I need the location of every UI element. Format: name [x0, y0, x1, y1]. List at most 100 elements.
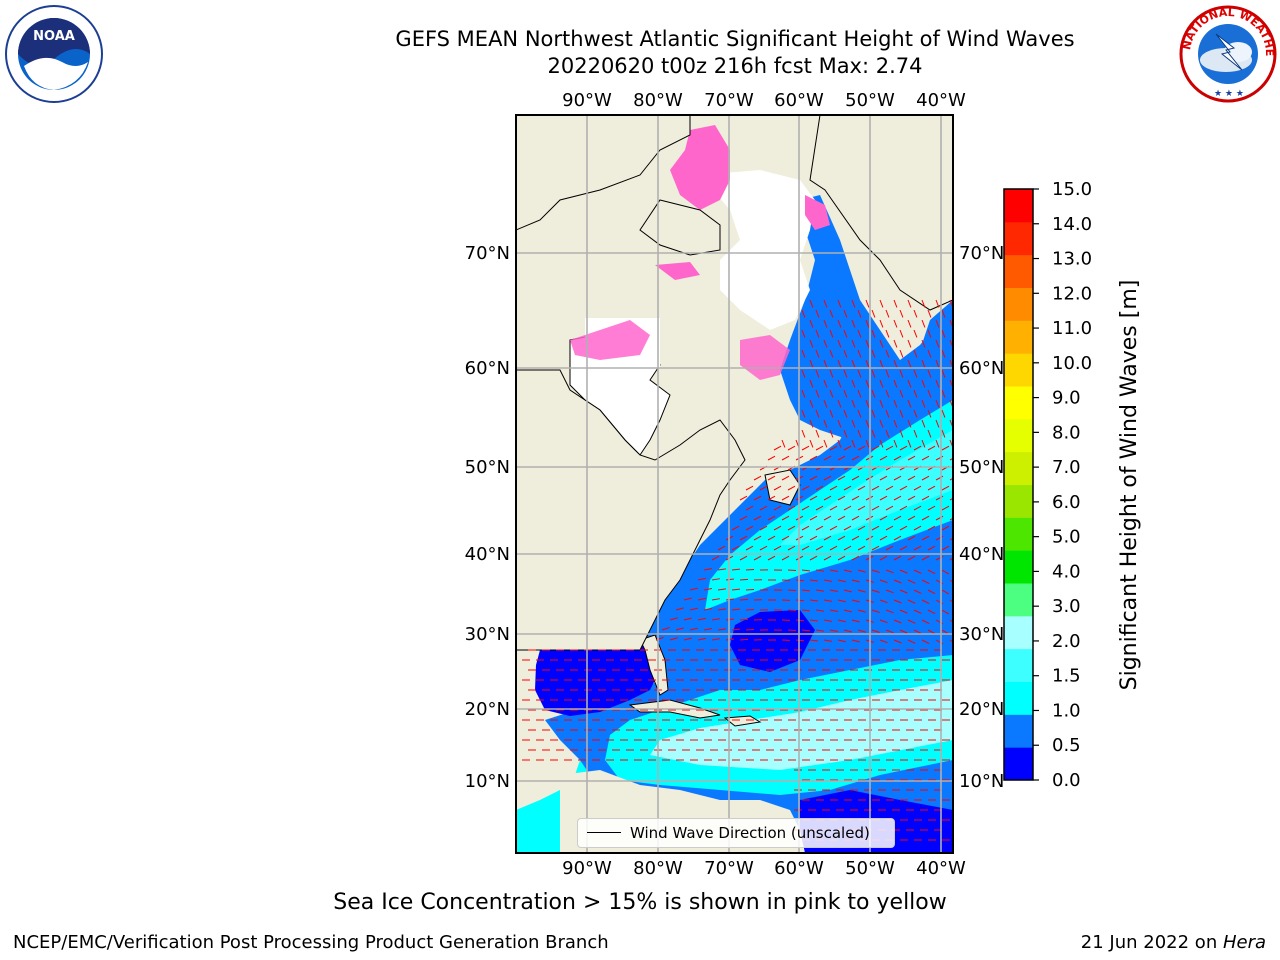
wind-arrow: [851, 535, 860, 541]
wind-arrow: [809, 619, 818, 622]
lon-label: 90°W: [562, 90, 612, 111]
wind-arrow: [745, 545, 754, 551]
wind-arrow: [829, 505, 838, 511]
wind-arrow: [837, 359, 842, 368]
lon-label: 60°W: [774, 90, 824, 111]
wind-arrow: [851, 419, 856, 428]
wind-arrow: [739, 495, 748, 501]
wind-arrow: [801, 589, 811, 592]
wind-arrow: [879, 455, 888, 461]
wind-arrow: [809, 535, 818, 541]
wind-arrow: [843, 589, 852, 593]
wind-arrow: [809, 599, 818, 602]
wind-arrow: [885, 505, 894, 511]
lat-label: 40°N: [465, 544, 510, 565]
wind-arrow: [913, 329, 918, 338]
footer-date-text: 21 Jun 2022 on: [1080, 932, 1223, 953]
wind-arrow: [899, 589, 908, 594]
wind-arrow: [893, 579, 902, 584]
lon-label: 60°W: [774, 858, 824, 879]
wind-arrow: [893, 495, 902, 501]
wind-arrow: [711, 598, 720, 601]
wind-arrow: [893, 339, 898, 348]
wind-arrow: [927, 445, 936, 451]
wind-arrow: [907, 599, 916, 604]
colorbar-segment: [1004, 681, 1033, 715]
colorbar-segment: [1004, 747, 1033, 781]
wind-arrow: [801, 429, 806, 438]
wind-arrow: [893, 619, 902, 624]
wind-arrow: [921, 619, 930, 625]
wind-arrow: [787, 485, 796, 491]
wind-arrow: [893, 359, 898, 368]
wind-arrow: [823, 535, 832, 541]
wind-arrow: [913, 389, 918, 398]
wind-arrow: [893, 475, 902, 481]
wind-arrow: [893, 515, 902, 521]
legend-line-icon: [587, 832, 621, 833]
wind-arrow: [885, 329, 890, 338]
wind-arrow: [921, 339, 926, 348]
lon-label: 50°W: [845, 858, 895, 879]
wind-arrow: [731, 608, 741, 611]
wind-arrow: [871, 485, 880, 491]
wind-arrow: [871, 429, 876, 438]
colorbar-segment: [1004, 550, 1033, 584]
wind-arrow: [815, 569, 824, 572]
wind-arrow: [913, 429, 918, 438]
wind-arrow: [843, 629, 852, 633]
wind-arrow: [851, 359, 856, 368]
wind-arrow: [851, 319, 856, 328]
wind-arrow: [773, 545, 782, 551]
calm-patch-central: [730, 610, 815, 672]
wind-arrow: [753, 495, 762, 501]
wind-arrow: [795, 639, 805, 642]
caption: Sea Ice Concentration > 15% is shown in …: [333, 890, 947, 915]
wind-arrow: [941, 429, 946, 438]
wind-arrow: [703, 588, 712, 591]
wind-arrow: [801, 609, 811, 612]
wind-arrow: [899, 505, 908, 511]
wind-arrow: [829, 369, 834, 378]
wind-arrow: [753, 535, 762, 541]
wind-arrow: [781, 515, 790, 521]
wind-arrow: [823, 419, 828, 428]
wind-arrow: [823, 579, 832, 582]
wind-arrow: [921, 299, 926, 308]
wind-arrow: [865, 419, 870, 428]
wind-arrow: [843, 309, 848, 318]
wind-arrow: [913, 505, 922, 511]
wind-arrow: [907, 299, 912, 308]
wind-arrow: [927, 329, 932, 338]
map-legend: Wind Wave Direction (unscaled): [577, 818, 895, 848]
wind-arrow: [927, 589, 936, 595]
wind-arrow: [907, 515, 916, 521]
lat-label: 60°N: [959, 358, 1004, 379]
wind-arrow: [801, 329, 806, 338]
lat-label: 40°N: [959, 544, 1004, 565]
wind-arrow: [823, 359, 828, 368]
land-hispaniola: [723, 715, 762, 727]
wind-arrow: [913, 445, 922, 451]
wind-arrow: [907, 495, 916, 501]
wind-arrow: [711, 555, 720, 561]
wind-arrow: [739, 578, 749, 581]
wind-arrow: [927, 629, 936, 635]
wind-arrow: [879, 535, 888, 541]
wind-arrow: [837, 535, 846, 541]
wind-arrow: [935, 475, 944, 481]
wind-arrow: [907, 319, 912, 328]
wind-arrow: [801, 389, 806, 398]
wind-arrow: [871, 389, 876, 398]
wind-arrow: [885, 569, 894, 574]
colorbar-tick-label: 15.0: [1052, 179, 1092, 200]
wind-arrow: [857, 629, 866, 633]
wind-arrow: [913, 409, 918, 418]
wind-arrow: [851, 619, 860, 623]
wind-arrow: [871, 545, 880, 551]
wind-arrow: [871, 569, 880, 573]
wind-arrow: [921, 495, 930, 501]
colorbar-tick-label: 13.0: [1052, 249, 1092, 270]
wind-arrow: [837, 555, 846, 561]
wind-arrow: [927, 525, 936, 531]
